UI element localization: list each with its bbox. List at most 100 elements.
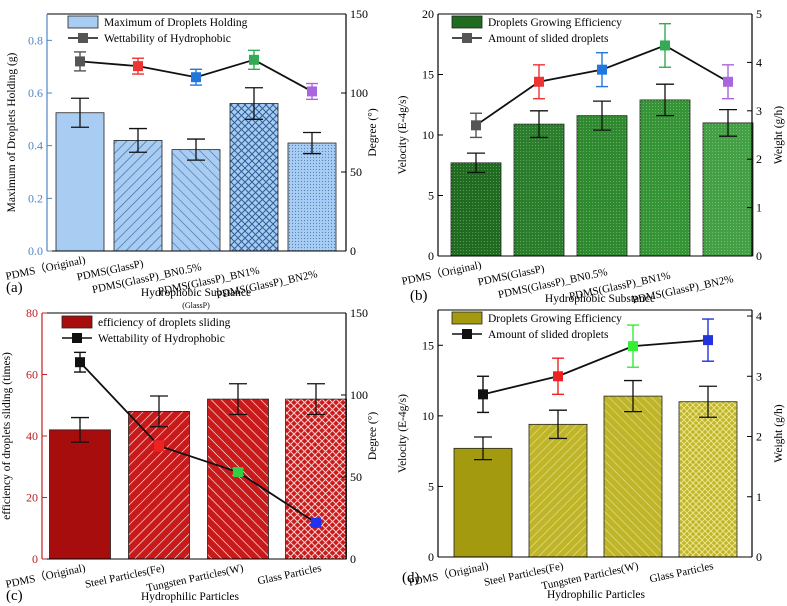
y2tick-label-a-0: 0: [350, 244, 356, 258]
bar-texture-b-0: [451, 162, 501, 256]
y2tick-label-a-2: 100: [350, 86, 368, 100]
y2tick-label-d-3: 3: [756, 369, 762, 383]
y2tick-label-a-1: 50: [350, 165, 362, 179]
ytick-label-b-0: 0: [428, 249, 434, 263]
legend-line-label-a: Wettability of Hydrophobic: [104, 33, 231, 45]
category-label-c-3: Glass Particles: [256, 562, 322, 587]
point-a-1: [133, 61, 143, 72]
ytick-label-c-1: 20: [26, 491, 38, 505]
point-a-3: [249, 54, 259, 65]
y2tick-label-c-1: 50: [350, 470, 362, 484]
legend-swatch-line-b: [462, 33, 472, 43]
bar-texture-b-1: [514, 124, 564, 256]
ylabel-c: efficiency of droplets sliding (times): [1, 352, 13, 520]
legend-bar-label-d: Droplets Growing Efficiency: [488, 313, 622, 325]
y2tick-label-c-0: 0: [350, 552, 356, 566]
y2tick-label-d-0: 0: [756, 550, 762, 564]
chart-panel-d: 0 5 10 15 0 1 2 3 4 Velocity (E-4g/s) Weight (g/h)…: [397, 309, 785, 601]
y2tick-label-d-2: 2: [756, 430, 762, 444]
point-b-4: [723, 76, 733, 87]
chart-panel-a: 0.0 0.2 0.4 0.6 0.8 0 50 100 150 Maximum of Dropl…: [4, 7, 379, 310]
point-b-3: [660, 40, 670, 51]
ytick-label-c-2: 40: [26, 429, 38, 443]
bar-d-1: [528, 423, 588, 558]
y2tick-label-b-5: 5: [756, 7, 762, 21]
y2label-a: Degree (°): [367, 108, 379, 157]
legend-swatch-bar-d: [451, 311, 483, 325]
point-b-0: [471, 120, 481, 131]
ylabel-a: Maximum of Droplets Holding (g): [6, 52, 18, 212]
panel-label-a: (a): [6, 280, 23, 296]
ytick-label-a-0: 0.0: [28, 244, 43, 258]
ylabel-d: Velocity (E-4g/s): [397, 394, 409, 473]
point-b-1: [534, 76, 544, 87]
point-d-0: [478, 389, 488, 400]
y2tick-label-b-4: 4: [756, 55, 762, 69]
bar-a-1: [113, 139, 163, 252]
bar-a-0: [55, 112, 105, 252]
bar-c-3: [285, 398, 347, 560]
legend-line-label-b: Amount of slided droplets: [488, 33, 609, 45]
point-a-4: [307, 86, 317, 97]
ytick-label-b-4: 20: [422, 7, 434, 21]
legend-swatch-line-a: [78, 33, 88, 43]
ytick-label-c-3: 60: [26, 368, 38, 382]
legend-bar-label-c: efficiency of droplets sliding: [98, 317, 231, 329]
ytick-label-b-2: 10: [422, 128, 434, 142]
ytick-label-d-3: 15: [422, 338, 434, 352]
bar-c-2: [207, 398, 269, 560]
point-c-1: [154, 440, 164, 451]
chart-panel-b: 0 5 10 15 20 0 1 2 3 4 5 Velocity (E-4g/s) Weight (g…: [397, 7, 785, 306]
ytick-label-a-1: 0.2: [28, 191, 43, 205]
point-c-2: [233, 467, 243, 478]
category-label-c-0: PDMS（Original): [4, 561, 87, 591]
bar-c-0: [49, 429, 111, 560]
bar-d-3: [678, 401, 738, 558]
legend-swatch-bar-a: [67, 15, 99, 29]
ytick-label-a-4: 0.8: [28, 33, 43, 47]
y2label-d: Weight (g/h): [773, 404, 785, 462]
panel-label-b: (b): [410, 288, 428, 304]
ytick-label-d-2: 10: [422, 409, 434, 423]
ytick-label-a-2: 0.4: [28, 139, 43, 153]
y2tick-label-b-0: 0: [756, 249, 762, 263]
bar-a-2: [171, 149, 221, 252]
bar-a-4: [287, 142, 337, 252]
category-label-d-0: PDMS（Original): [407, 559, 490, 589]
legend-bar-label-a: Maximum of Droplets Holding: [104, 17, 248, 29]
bar-a-3: [229, 103, 279, 252]
line-c: [79, 361, 317, 524]
y2tick-label-d-1: 1: [756, 490, 762, 504]
bar-d-0: [453, 447, 513, 558]
y2tick-label-b-1: 1: [756, 201, 762, 215]
chart-panel-c: 0 20 40 60 80 0 50 100 150 efficiency of droplets…: [1, 306, 379, 604]
y2tick-label-c-2: 100: [350, 388, 368, 402]
point-d-2: [628, 341, 638, 352]
bar-texture-b-4: [703, 122, 753, 257]
legend-bar-label-b: Droplets Growing Efficiency: [488, 17, 622, 29]
xlabel-d: Hydrophilic Particles: [547, 589, 646, 601]
y2tick-label-c-3: 150: [350, 306, 368, 320]
xlabel-c: Hydrophilic Particles: [141, 591, 240, 603]
bar-texture-b-2: [577, 115, 627, 256]
ytick-label-b-1: 5: [428, 189, 434, 203]
legend-swatch-line-c: [72, 333, 82, 343]
legend-swatch-bar-b: [451, 15, 483, 29]
bar-d-2: [603, 395, 663, 558]
category-label-a-0: PDMS（Original): [4, 253, 87, 283]
ytick-label-a-3: 0.6: [28, 86, 43, 100]
category-label-b-0: PDMS（Original): [400, 258, 483, 288]
legend-swatch-line-d: [462, 329, 472, 339]
xlabel-a: Hydrophobic Substance: [141, 287, 251, 299]
point-a-2: [191, 72, 201, 83]
y2label-c: Degree (°): [367, 412, 379, 461]
ytick-label-d-0: 0: [428, 550, 434, 564]
point-b-2: [597, 64, 607, 75]
y2tick-label-b-3: 3: [756, 104, 762, 118]
bar-c-1: [128, 410, 190, 560]
category-label-d-3: Glass Particles: [648, 560, 714, 585]
xlabel-sub-a: (GlassP): [182, 301, 210, 310]
xlabel-b: Hydrophobic Substance: [545, 293, 655, 305]
y2tick-label-b-2: 2: [756, 152, 762, 166]
